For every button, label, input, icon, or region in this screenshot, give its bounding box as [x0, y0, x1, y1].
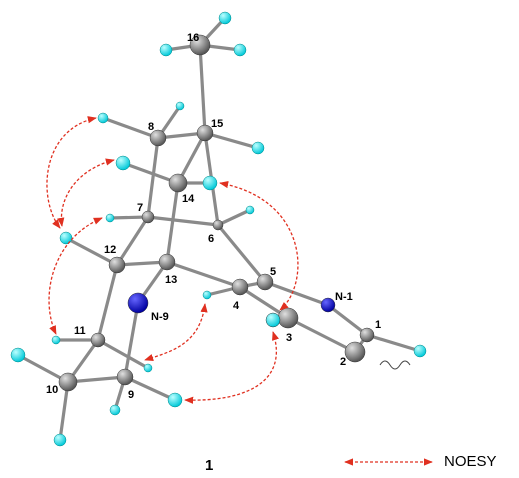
atom-label: 2: [340, 356, 346, 368]
atom-label: 1: [375, 319, 381, 331]
atom-label: 15: [211, 118, 223, 130]
molecule-diagram: 16 15 8 14 7 6 12 13 5 N-1 4 N-9 3 1 11 …: [0, 0, 519, 478]
atom-label: 11: [74, 325, 86, 337]
atom-label: 16: [187, 32, 199, 44]
atom-label: 9: [128, 389, 134, 401]
atom-label: 3: [286, 332, 292, 344]
atom-label: N-9: [151, 311, 169, 323]
legend-label: NOESY: [444, 453, 497, 470]
atom-label: 6: [208, 233, 214, 245]
compound-label: 1: [205, 457, 213, 474]
atom-label: 7: [137, 202, 143, 214]
atom-label: 8: [148, 121, 154, 133]
atom-label: 13: [165, 274, 177, 286]
atom-label: 5: [270, 266, 276, 278]
atom-label: N-1: [335, 291, 353, 303]
atom-label: 4: [233, 300, 240, 312]
atom-label: 10: [46, 384, 58, 396]
atom-label: 12: [104, 244, 116, 256]
atom-label: 14: [182, 193, 195, 205]
